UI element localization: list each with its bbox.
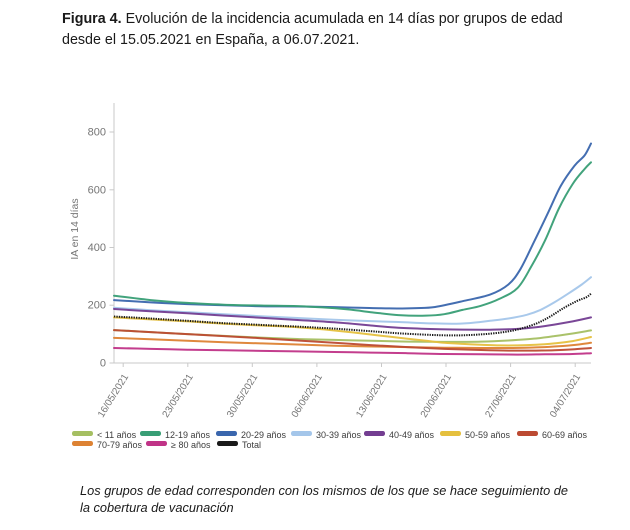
svg-text:800: 800 bbox=[88, 127, 106, 139]
svg-text:13/06/2021: 13/06/2021 bbox=[354, 372, 389, 419]
svg-text:27/06/2021: 27/06/2021 bbox=[483, 372, 518, 419]
svg-text:20-29 años: 20-29 años bbox=[241, 430, 287, 440]
svg-text:20/06/2021: 20/06/2021 bbox=[419, 372, 454, 419]
svg-text:60-69 años: 60-69 años bbox=[542, 430, 588, 440]
svg-text:06/06/2021: 06/06/2021 bbox=[290, 372, 325, 419]
svg-text:12-19 años: 12-19 años bbox=[165, 430, 211, 440]
svg-text:40-49 años: 40-49 años bbox=[389, 430, 435, 440]
svg-text:IA en 14 días: IA en 14 días bbox=[69, 198, 81, 259]
svg-text:30/05/2021: 30/05/2021 bbox=[225, 372, 260, 419]
svg-text:600: 600 bbox=[88, 184, 106, 196]
svg-text:50-59 años: 50-59 años bbox=[465, 430, 511, 440]
svg-text:23/05/2021: 23/05/2021 bbox=[161, 372, 196, 419]
svg-text:30-39 años: 30-39 años bbox=[316, 430, 362, 440]
svg-text:04/07/2021: 04/07/2021 bbox=[548, 372, 583, 419]
svg-text:16/05/2021: 16/05/2021 bbox=[96, 372, 131, 419]
svg-text:≥ 80 años: ≥ 80 años bbox=[171, 440, 211, 450]
svg-text:0: 0 bbox=[100, 358, 106, 370]
svg-text:Total: Total bbox=[242, 440, 261, 450]
svg-text:< 11 años: < 11 años bbox=[97, 430, 137, 440]
svg-text:70-79 años: 70-79 años bbox=[97, 440, 143, 450]
svg-text:400: 400 bbox=[88, 242, 106, 254]
svg-text:200: 200 bbox=[88, 300, 106, 312]
